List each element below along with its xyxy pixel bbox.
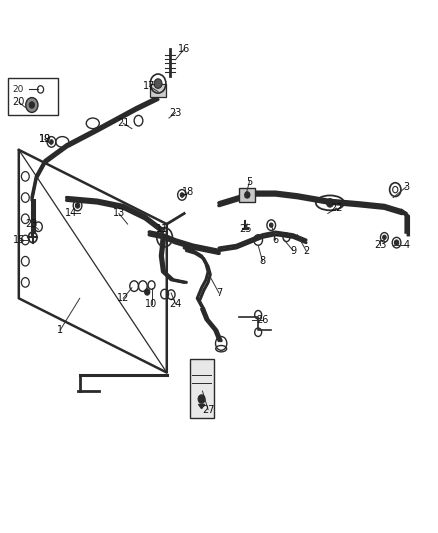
Polygon shape — [198, 405, 205, 409]
Text: 8: 8 — [259, 256, 265, 266]
Text: 17: 17 — [143, 81, 155, 91]
Text: 4: 4 — [403, 240, 409, 251]
Bar — [190, 359, 214, 418]
Text: 20: 20 — [12, 85, 24, 94]
Text: 15: 15 — [13, 235, 25, 245]
Text: 3: 3 — [403, 182, 409, 192]
Text: 6: 6 — [272, 235, 279, 245]
Text: 18: 18 — [182, 187, 194, 197]
Text: 14: 14 — [65, 208, 77, 219]
Text: 27: 27 — [202, 405, 214, 415]
Text: 9: 9 — [290, 246, 296, 256]
Circle shape — [383, 235, 386, 239]
Text: 19: 19 — [39, 134, 51, 144]
Text: 26: 26 — [256, 314, 268, 325]
Text: 19: 19 — [39, 134, 51, 144]
Circle shape — [145, 289, 150, 295]
Text: 23: 23 — [170, 108, 182, 118]
Circle shape — [245, 192, 250, 198]
Circle shape — [198, 395, 205, 403]
Circle shape — [49, 140, 53, 144]
Text: 1: 1 — [57, 325, 63, 335]
Circle shape — [26, 98, 38, 112]
Circle shape — [75, 203, 80, 208]
Text: 10: 10 — [145, 298, 158, 309]
Circle shape — [326, 199, 333, 207]
Text: 11: 11 — [156, 224, 169, 235]
Text: 23: 23 — [374, 240, 386, 251]
Text: 23: 23 — [26, 219, 38, 229]
Bar — [240, 188, 255, 202]
Bar — [8, 78, 58, 115]
Circle shape — [154, 79, 162, 88]
Text: 22: 22 — [330, 203, 343, 213]
Text: 16: 16 — [178, 44, 190, 54]
Text: 5: 5 — [246, 176, 253, 187]
Circle shape — [394, 240, 399, 245]
Text: 20: 20 — [13, 97, 25, 107]
Text: 24: 24 — [170, 298, 182, 309]
Text: 25: 25 — [239, 224, 251, 235]
Circle shape — [29, 102, 35, 108]
Text: 13: 13 — [113, 208, 125, 219]
Text: 21: 21 — [117, 118, 130, 128]
Circle shape — [180, 193, 184, 197]
Bar — [150, 84, 166, 97]
Text: 12: 12 — [117, 293, 130, 303]
Text: 7: 7 — [216, 288, 222, 298]
Circle shape — [269, 223, 273, 227]
Text: 2: 2 — [303, 246, 309, 256]
